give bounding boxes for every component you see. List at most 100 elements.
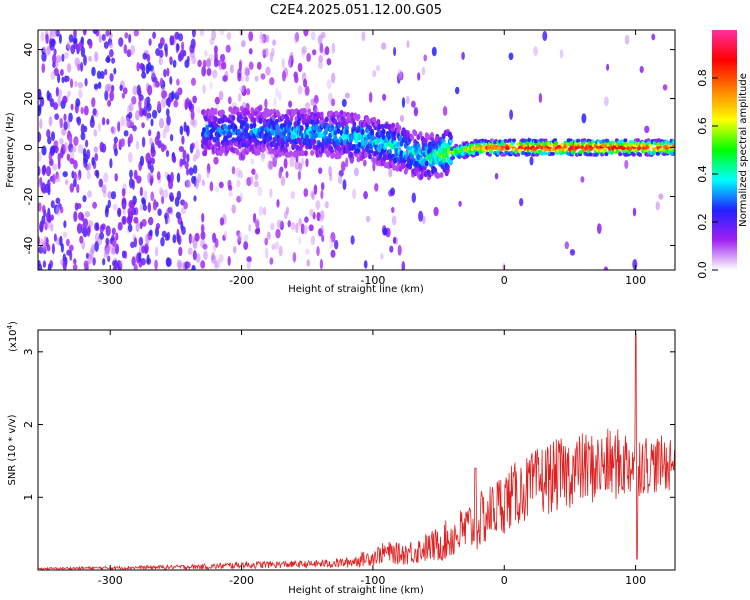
heatmap-cell (292, 252, 297, 263)
heatmap-cell (163, 90, 168, 98)
heatmap-cell (160, 143, 165, 153)
snr-x-tick-label: 0 (501, 574, 508, 587)
heatmap-cell (93, 146, 98, 153)
heatmap-ridge-cell (393, 157, 398, 164)
heatmap-ridge-cell (220, 109, 225, 116)
heatmap-cell (342, 179, 347, 191)
heatmap-cell (270, 222, 275, 231)
heatmap-cell (344, 92, 350, 99)
heatmap-ridge-cell (216, 141, 221, 148)
heatmap-cell (152, 200, 158, 211)
heatmap-cell (49, 145, 56, 156)
heatmap-ridge-cell (392, 164, 397, 171)
heatmap-cell (127, 223, 133, 233)
heatmap-cell (59, 69, 64, 76)
heatmap-ridge-cell (244, 116, 248, 123)
heatmap-cell (254, 228, 260, 235)
heatmap-cell (88, 55, 92, 62)
heatmap-cell (298, 217, 302, 227)
heatmap-cell (269, 188, 273, 198)
heatmap-cell (651, 33, 656, 41)
heatmap-ridge-cell (399, 150, 404, 157)
heatmap-cell (191, 264, 196, 270)
heatmap-cell (128, 177, 134, 189)
heatmap-ridge-cell (364, 127, 369, 134)
heatmap-cell (85, 164, 91, 173)
heatmap-cell (158, 56, 163, 66)
heatmap-cell (91, 97, 96, 108)
heatmap-ridge-cell (439, 172, 444, 178)
heatmap-ridge-cell (363, 152, 368, 159)
heatmap-cell (235, 167, 241, 178)
heatmap-ridge-cell (285, 141, 289, 148)
heatmap-cell (38, 165, 41, 177)
heatmap-cell (303, 78, 308, 88)
spectrogram-frame (37, 29, 676, 271)
heatmap-cell (73, 136, 79, 147)
heatmap-ridge-cell (224, 116, 229, 123)
heatmap-cell (104, 90, 109, 101)
heatmap-cell (401, 261, 406, 270)
heatmap-cell (126, 215, 132, 225)
heatmap-cell (313, 184, 318, 196)
heatmap-cell (169, 56, 173, 63)
heatmap-cell (186, 153, 190, 163)
snr-scale-prefix: (x10 (8, 329, 19, 352)
heatmap-cell (77, 143, 84, 154)
heatmap-cell (161, 97, 167, 108)
heatmap-cell (63, 113, 67, 122)
heatmap-cell (164, 233, 169, 241)
heatmap-ridge-cell (370, 129, 375, 136)
heatmap-ridge-cell (618, 152, 623, 157)
heatmap-cell (170, 35, 175, 46)
heatmap-cell (320, 189, 324, 200)
heatmap-ridge-cell (331, 152, 336, 159)
heatmap-cell (249, 175, 254, 185)
heatmap-cell (53, 140, 59, 147)
spectrogram-y-tick-label: -20 (22, 188, 35, 206)
heatmap-cell (188, 167, 194, 176)
heatmap-cell (285, 171, 289, 179)
heatmap-cell (66, 41, 71, 50)
heatmap-cell (285, 206, 290, 215)
heatmap-ridge-cell (543, 151, 548, 156)
heatmap-cell (362, 159, 367, 167)
heatmap-cell (397, 244, 402, 256)
heatmap-ridge-cell (445, 164, 450, 170)
heatmap-cell (62, 231, 68, 238)
heatmap-cell (139, 62, 144, 70)
spectrogram-x-tick-label: 0 (501, 274, 508, 287)
heatmap-cell (53, 145, 59, 154)
heatmap-cell (166, 115, 171, 126)
heatmap-ridge-cell (604, 152, 609, 157)
heatmap-cell (78, 89, 83, 99)
heatmap-cell (104, 83, 110, 93)
heatmap-cell (40, 31, 45, 42)
heatmap-cell (211, 30, 216, 41)
heatmap-cell (41, 145, 47, 156)
spectrogram-y-tick-label: 20 (22, 92, 35, 106)
heatmap-cell (406, 40, 410, 49)
heatmap-cell (118, 37, 124, 47)
heatmap-ridge-cell (483, 139, 488, 143)
heatmap-ridge-cell (209, 133, 214, 140)
heatmap-cell (200, 223, 205, 233)
heatmap-cell (165, 257, 171, 267)
heatmap-cell (606, 63, 610, 71)
heatmap-cell (163, 68, 167, 78)
heatmap-ridge-cell (339, 110, 344, 116)
heatmap-ridge-cell (203, 150, 208, 157)
heatmap-cell (39, 96, 45, 107)
heatmap-ridge-cell (368, 153, 372, 160)
heatmap-cell (111, 84, 115, 92)
heatmap-ridge-cell (448, 134, 453, 141)
heatmap-cell (173, 100, 179, 108)
spectrogram-y-label: Frequency (Hz) (5, 112, 16, 188)
heatmap-cell (66, 153, 71, 162)
heatmap-cell (162, 128, 167, 139)
heatmap-ridge-cell (336, 127, 341, 134)
heatmap-cell (185, 167, 190, 176)
heatmap-cell (494, 172, 499, 180)
heatmap-cell (283, 158, 288, 169)
heatmap-cell (596, 223, 602, 234)
